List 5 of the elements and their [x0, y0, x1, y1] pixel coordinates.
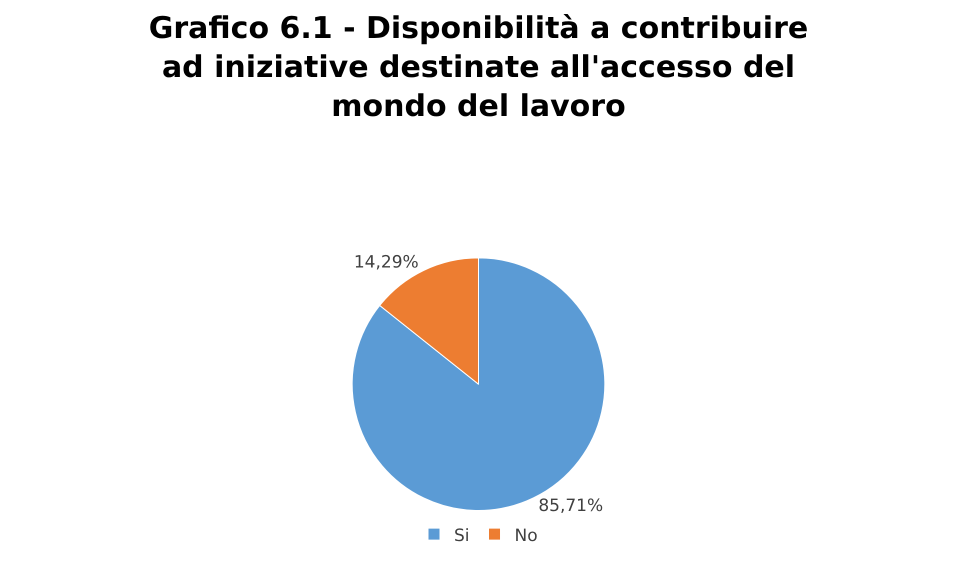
legend-label: Si: [454, 526, 470, 546]
legend-label: No: [514, 526, 538, 546]
chart-title: Grafico 6.1 - Disponibilità a contribuire ad iniziative destinate all'accesso del mondo del lavoro: [148, 10, 808, 124]
data-label: 14,29%: [354, 252, 419, 272]
data-label: 85,71%: [538, 496, 604, 516]
